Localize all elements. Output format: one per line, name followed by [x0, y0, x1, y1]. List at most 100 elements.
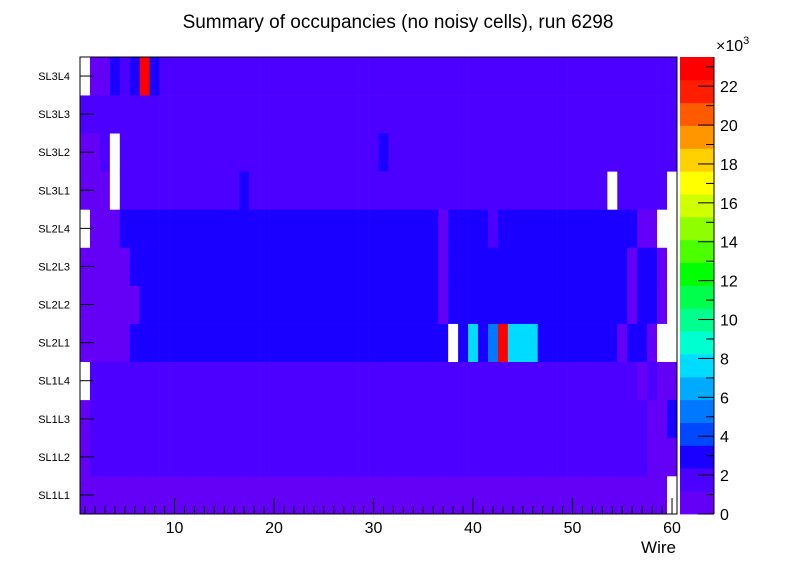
heatmap-cell	[179, 247, 190, 286]
heatmap-cell	[318, 133, 330, 172]
heatmap-cell	[667, 171, 678, 210]
color-scale-segment	[680, 285, 714, 309]
heatmap-cell	[269, 95, 280, 134]
heatmap-cell	[239, 133, 250, 172]
heatmap-cell	[189, 209, 200, 248]
heatmap-cell	[428, 209, 439, 248]
heatmap-cell	[667, 361, 678, 401]
heatmap-cell	[448, 247, 459, 286]
heatmap-cell	[269, 437, 280, 477]
heatmap-cell	[388, 475, 399, 515]
heatmap-cell	[438, 57, 449, 96]
heatmap-cell	[398, 247, 409, 286]
heatmap-cell	[169, 171, 180, 210]
heatmap-cell	[458, 95, 469, 134]
heatmap-cell	[129, 475, 141, 515]
heatmap-cell	[308, 209, 320, 248]
heatmap-cell	[507, 285, 519, 324]
color-scale-segment	[680, 491, 714, 515]
heatmap-cell	[657, 361, 668, 401]
heatmap-cell	[279, 399, 290, 439]
heatmap-cell	[159, 285, 170, 324]
heatmap-cell	[667, 133, 678, 172]
heatmap-cell	[607, 133, 618, 172]
color-scale-segment	[680, 102, 714, 126]
heatmap-cell	[478, 285, 489, 324]
heatmap-cell	[149, 95, 160, 134]
heatmap-cell	[468, 171, 479, 210]
heatmap-cell	[249, 133, 260, 172]
heatmap-cell	[408, 171, 419, 210]
heatmap-cell	[468, 475, 479, 515]
z-tick-label: 12	[720, 274, 738, 291]
heatmap-cell	[537, 209, 548, 248]
heatmap-cell	[189, 171, 200, 210]
heatmap-cell	[89, 285, 101, 324]
heatmap-cell	[577, 57, 588, 96]
heatmap-cell	[129, 57, 141, 96]
heatmap-cell	[259, 95, 270, 134]
heatmap-cell	[388, 361, 399, 401]
heatmap-cell	[617, 285, 628, 324]
heatmap-cell	[99, 361, 111, 401]
heatmap-cell	[288, 399, 300, 439]
heatmap-cell	[219, 437, 230, 477]
color-scale-segment	[680, 422, 714, 446]
heatmap-cell	[288, 475, 300, 515]
heatmap-cell	[637, 171, 648, 210]
heatmap-cell	[358, 133, 369, 172]
heatmap-cell	[139, 171, 150, 210]
heatmap-cell	[209, 95, 220, 134]
x-tick-label: 30	[365, 520, 383, 537]
heatmap-cell	[408, 475, 419, 515]
heatmap-cell	[408, 399, 419, 439]
heatmap-cell	[547, 323, 558, 363]
color-scale-bar	[680, 57, 714, 515]
heatmap-cell	[368, 57, 379, 96]
heatmap-cell	[288, 133, 300, 172]
heatmap-cell	[279, 247, 290, 286]
heatmap-cell	[298, 285, 310, 324]
heatmap-cell	[458, 361, 469, 401]
heatmap-cell	[428, 475, 439, 515]
heatmap-cell	[209, 285, 220, 324]
heatmap-cell	[507, 133, 519, 172]
heatmap-cell	[328, 247, 340, 286]
heatmap-cell	[179, 171, 190, 210]
heatmap-cell	[587, 437, 598, 477]
heatmap-cell	[418, 95, 429, 134]
heatmap-cell	[468, 133, 479, 172]
heatmap-cell	[219, 323, 230, 363]
heatmap-cell	[169, 361, 180, 401]
heatmap-cell	[149, 247, 160, 286]
heatmap-cell	[149, 209, 160, 248]
heatmap-cell	[527, 171, 539, 210]
heatmap-cell	[497, 437, 509, 477]
heatmap-cell	[487, 437, 499, 477]
heatmap-cell	[109, 323, 121, 363]
color-scale-segment	[680, 194, 714, 218]
heatmap-cell	[368, 95, 379, 134]
heatmap-cell	[398, 475, 409, 515]
heatmap-cell	[487, 95, 499, 134]
heatmap-cell	[358, 95, 369, 134]
heatmap-cell	[358, 171, 369, 210]
heatmap-cell	[259, 57, 270, 96]
heatmap-cell	[149, 171, 160, 210]
heatmap-cell	[478, 399, 489, 439]
heatmap-cell	[159, 399, 170, 439]
heatmap-cell	[89, 361, 101, 401]
heatmap-cell	[637, 323, 648, 363]
heatmap-cell	[517, 95, 529, 134]
heatmap-cell	[418, 323, 429, 363]
heatmap-cell	[497, 475, 509, 515]
y-tick-label: SL3L2	[38, 147, 70, 159]
heatmap-cell	[259, 323, 270, 363]
heatmap-cell	[338, 285, 349, 324]
heatmap-cell	[487, 285, 499, 324]
heatmap-cell	[378, 95, 389, 134]
heatmap-cell	[537, 171, 548, 210]
heatmap-cell	[249, 361, 260, 401]
heatmap-cell	[587, 133, 598, 172]
